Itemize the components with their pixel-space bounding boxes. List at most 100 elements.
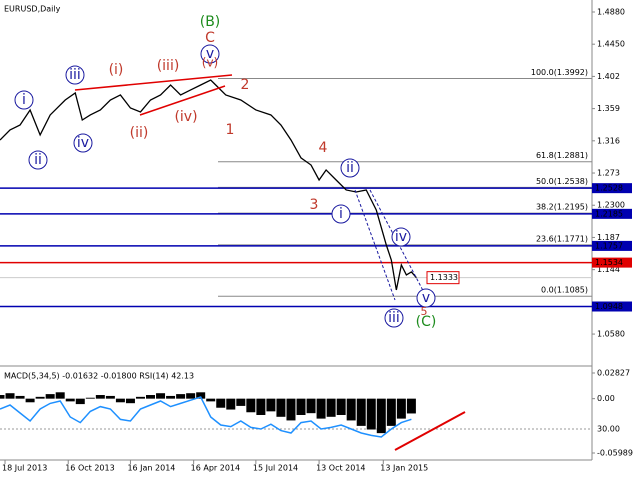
y-tick-label: 1.144 (597, 265, 620, 274)
histogram-bar (256, 398, 266, 415)
histogram-bar (85, 397, 95, 399)
price-label: 1.1333 (430, 273, 458, 282)
wave-label: 5 (421, 305, 428, 318)
y-tick-label: 1.316 (597, 136, 620, 145)
x-tick-label: 18 Jul 2013 (2, 464, 47, 473)
x-tick-label: 13 Jan 2015 (380, 464, 428, 473)
rsi-line (0, 396, 412, 438)
wave-circle (28, 150, 48, 170)
histogram-bar (226, 398, 236, 410)
histogram-bar (156, 393, 166, 399)
histogram-bar (386, 398, 396, 426)
wave-label: (i) (109, 62, 124, 78)
fib-label: 38.2(1.2195) (536, 203, 588, 212)
x-tick-label: 15 Jul 2014 (253, 464, 298, 473)
wave-label: i (22, 92, 26, 108)
trend-line (394, 411, 466, 451)
y-tick-label: 1.4880 (597, 7, 625, 16)
histogram-bar (115, 398, 125, 403)
histogram-bar (146, 395, 156, 399)
y-tick-label: 1.4450 (597, 40, 625, 49)
wave-label: ii (34, 152, 42, 168)
histogram-bar (246, 398, 256, 413)
histogram-bar (356, 398, 366, 426)
y-tick-label: 1.0580 (597, 330, 625, 339)
level-box (592, 208, 632, 219)
histogram-bar (396, 398, 406, 419)
histogram-bar (196, 392, 206, 399)
histogram-bar (176, 394, 186, 399)
histogram-bar (5, 393, 15, 399)
level-label: 1.2185 (595, 209, 623, 218)
histogram-bar (406, 398, 416, 414)
histogram-bar (105, 395, 115, 399)
y-tick-label: 1.187 (597, 233, 620, 242)
y-tick-label: 1.402 (597, 72, 620, 81)
wave-circle (14, 90, 34, 110)
level-label: 1.1757 (595, 241, 623, 250)
histogram-bar (296, 398, 306, 415)
histogram-bar (55, 392, 65, 399)
wave-circle (331, 204, 351, 224)
wave-label: 1 (226, 122, 235, 138)
wave-label: v (422, 290, 430, 306)
y-tick-label: 1.273 (597, 169, 620, 178)
y2-tick-label: 30.00 (597, 425, 620, 434)
y-tick-label: 1.2300 (597, 201, 625, 210)
y-tick-label: 1.359 (597, 104, 620, 113)
wave-label: ii (346, 160, 354, 176)
level-box (592, 301, 632, 312)
histogram-bar (125, 398, 135, 404)
wave-circle (73, 133, 93, 153)
chart-title: EURUSD,Daily (4, 5, 61, 14)
wave-label: (ii) (130, 125, 149, 141)
wave-label: (v) (202, 56, 218, 70)
histogram-bar (206, 398, 216, 402)
histogram-bar (45, 394, 55, 399)
fib-label: 23.6(1.1771) (536, 234, 588, 243)
wave-label: (C) (416, 314, 437, 330)
wave-circle (65, 65, 85, 85)
wave-circle (340, 158, 360, 178)
histogram-bar (306, 398, 316, 414)
y-tick-label: 0.02827 (597, 369, 630, 378)
wave-label: v (206, 46, 214, 62)
wave-label: C (205, 30, 215, 46)
histogram-bar (376, 398, 386, 434)
histogram-bar (166, 395, 176, 399)
x-tick-label: 16 Apr 2014 (191, 464, 240, 473)
wave-label: (iv) (174, 109, 197, 125)
wave-label: (iii) (157, 58, 180, 74)
wave-label: iii (388, 310, 400, 326)
histogram-bar (346, 398, 356, 421)
histogram-bar (25, 398, 35, 403)
channel-line (354, 189, 396, 301)
wave-label: (B) (200, 14, 221, 30)
level-label: 1.1534 (595, 258, 623, 267)
trend-line (139, 85, 226, 116)
histogram-bar (35, 396, 45, 399)
histogram-bar (15, 395, 25, 399)
level-box (592, 183, 632, 194)
fib-label: 50.0(1.2538) (536, 177, 588, 186)
level-label: 1.2528 (595, 184, 623, 193)
wave-label: iv (395, 229, 407, 245)
x-tick-label: 16 Oct 2013 (65, 464, 114, 473)
price-line (0, 79, 417, 291)
histogram-bar (366, 398, 376, 430)
histogram-bar (266, 398, 276, 412)
histogram-bar (75, 398, 85, 405)
price-box (426, 271, 460, 285)
wave-circle (391, 227, 411, 247)
wave-label: i (339, 206, 343, 222)
histogram-bar (336, 398, 346, 415)
wave-circle (384, 308, 404, 328)
fib-label: 100.0(1.3992) (531, 68, 588, 77)
histogram-bar (65, 398, 75, 402)
histogram-bar (326, 398, 336, 417)
histogram-bar (286, 398, 296, 421)
y-tick-label: -0.05989 (597, 449, 633, 458)
wave-label: 3 (310, 197, 319, 213)
wave-label: 4 (319, 140, 328, 156)
